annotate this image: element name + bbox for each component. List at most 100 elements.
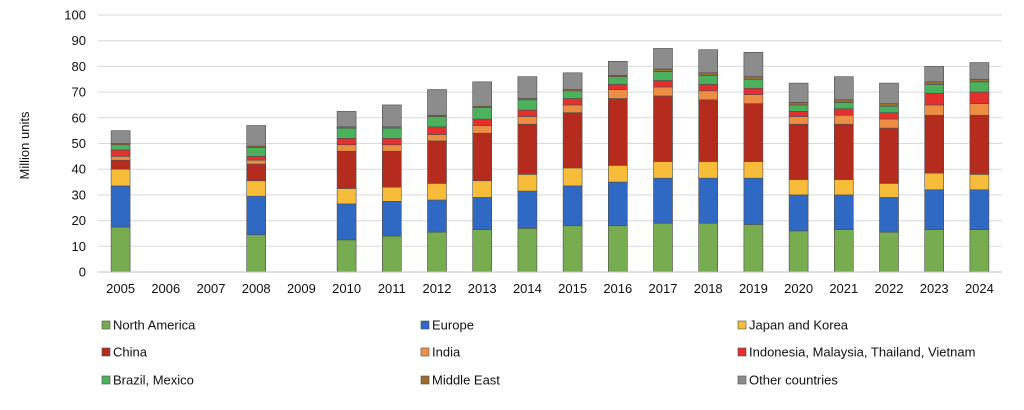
- bar-2014-north-america: [517, 228, 538, 273]
- x-tick-label: 2012: [423, 281, 452, 296]
- bar-2023-middle-east: [924, 81, 945, 85]
- y-tick-label: 40: [72, 162, 86, 177]
- bar-2015-europe: [562, 185, 583, 227]
- y-tick-label: 90: [72, 33, 86, 48]
- bar-2014-other-countries: [517, 76, 538, 99]
- bar-2005-india: [110, 156, 131, 161]
- bar-2012-other-countries: [427, 89, 447, 116]
- y-tick-label: 60: [72, 110, 86, 125]
- bar-2012-europe: [427, 199, 447, 233]
- bar-2017-north-america: [653, 222, 673, 273]
- bar-2023-europe: [924, 189, 945, 230]
- bar-2008-japan-and-korea: [246, 180, 266, 197]
- legend-label: North America: [113, 318, 196, 333]
- bar-2022-middle-east: [879, 103, 899, 107]
- x-tick-label: 2020: [784, 281, 813, 296]
- bar-2024-middle-east: [969, 78, 990, 83]
- bar-2023-indonesia-malaysia-thailand-vietnam: [924, 93, 945, 106]
- bar-2024-indonesia-malaysia-thailand-vietnam: [969, 91, 990, 104]
- bar-2017-brazil-mexico: [653, 71, 673, 81]
- bar-2018-middle-east: [698, 72, 719, 76]
- bar-2016-indonesia-malaysia-thailand-vietnam: [607, 84, 628, 90]
- bar-2011-indonesia-malaysia-thailand-vietnam: [381, 138, 402, 146]
- bar-2023-north-america: [924, 229, 945, 273]
- bar-2015-japan-and-korea: [562, 167, 583, 187]
- bar-2018-japan-and-korea: [698, 161, 719, 179]
- y-tick-label: 100: [64, 8, 86, 23]
- bar-2024-north-america: [969, 229, 990, 273]
- bar-2010-other-countries: [336, 111, 357, 128]
- bar-2013-india: [472, 125, 493, 134]
- bar-2015-india: [562, 104, 583, 113]
- bar-2017-other-countries: [653, 48, 673, 70]
- bar-2013-brazil-mexico: [472, 107, 493, 120]
- legend-item-other-countries: Other countries: [737, 373, 838, 388]
- legend-label: Brazil, Mexico: [113, 373, 194, 388]
- bar-2022-north-america: [879, 231, 899, 273]
- bar-2015-north-america: [562, 225, 583, 273]
- legend-swatch: [420, 347, 430, 357]
- bar-2019-japan-and-korea: [743, 161, 764, 179]
- x-tick-label: 2005: [106, 281, 135, 296]
- y-gridlines: [98, 14, 1002, 273]
- bar-2024-india: [969, 103, 990, 116]
- legend-label: Indonesia, Malaysia, Thailand, Vietnam: [749, 345, 975, 360]
- bar-2005-north-america: [110, 226, 131, 273]
- bar-2016-india: [607, 89, 628, 99]
- bar-2019-other-countries: [743, 51, 764, 77]
- legend-label: Other countries: [749, 373, 838, 388]
- legend-label: Middle East: [432, 373, 500, 388]
- bar-2022-other-countries: [879, 82, 899, 104]
- x-tick-label: 2019: [739, 281, 768, 296]
- legend-label: Europe: [432, 318, 474, 333]
- legend-item-middle-east: Middle East: [420, 373, 500, 388]
- bar-2023-japan-and-korea: [924, 172, 945, 191]
- bar-2015-brazil-mexico: [562, 90, 583, 99]
- y-tick-labels: 0 10 20 30 40 50 60 70 80 90 100: [64, 8, 86, 280]
- legend-item-europe: Europe: [420, 318, 474, 333]
- x-tick-label: 2023: [920, 281, 949, 296]
- bar-2020-indonesia-malaysia-thailand-vietnam: [788, 111, 809, 117]
- bar-2014-india: [517, 116, 538, 125]
- bar-2008-indonesia-malaysia-thailand-vietnam: [246, 156, 266, 161]
- bar-2022-brazil-mexico: [879, 105, 899, 113]
- bar-2018-other-countries: [698, 49, 719, 74]
- bar-2022-india: [879, 118, 899, 129]
- legend-item-north-america: North America: [101, 318, 196, 333]
- x-tick-label: 2024: [965, 281, 994, 296]
- x-tick-label: 2009: [287, 281, 316, 296]
- bar-2018-india: [698, 90, 719, 101]
- legend-label: India: [432, 345, 461, 360]
- bar-2010-china: [336, 150, 357, 189]
- bar-2022-europe: [879, 197, 899, 233]
- bar-2010-indonesia-malaysia-thailand-vietnam: [336, 138, 357, 146]
- bar-2012-indonesia-malaysia-thailand-vietnam: [427, 126, 447, 135]
- bar-2010-india: [336, 144, 357, 152]
- bar-2017-india: [653, 86, 673, 97]
- bar-2024-other-countries: [969, 62, 990, 80]
- y-tick-label: 10: [72, 239, 86, 254]
- bar-2012-china: [427, 140, 447, 184]
- legend-swatch: [101, 375, 111, 385]
- bar-2021-indonesia-malaysia-thailand-vietnam: [833, 108, 854, 116]
- bar-2019-north-america: [743, 224, 764, 273]
- bar-2024-brazil-mexico: [969, 81, 990, 93]
- y-tick-label: 70: [72, 85, 86, 100]
- bar-2013-japan-and-korea: [472, 180, 493, 198]
- bar-2019-brazil-mexico: [743, 78, 764, 89]
- x-tick-label: 2008: [242, 281, 271, 296]
- bar-2010-japan-and-korea: [336, 188, 357, 205]
- legend-item-china: China: [101, 345, 148, 360]
- bar-2013-north-america: [472, 229, 493, 273]
- bar-2011-india: [381, 144, 402, 152]
- legend-item-japan-and-korea: Japan and Korea: [737, 318, 849, 333]
- bar-2013-indonesia-malaysia-thailand-vietnam: [472, 118, 493, 126]
- bar-2021-japan-and-korea: [833, 179, 854, 196]
- x-tick-label: 2021: [829, 281, 858, 296]
- legend-label: Japan and Korea: [749, 318, 849, 333]
- bar-2008-brazil-mexico: [246, 147, 266, 157]
- bar-2014-japan-and-korea: [517, 174, 538, 192]
- bar-2020-china: [788, 123, 809, 180]
- bar-2020-other-countries: [788, 82, 809, 103]
- legend-item-india: India: [420, 345, 461, 360]
